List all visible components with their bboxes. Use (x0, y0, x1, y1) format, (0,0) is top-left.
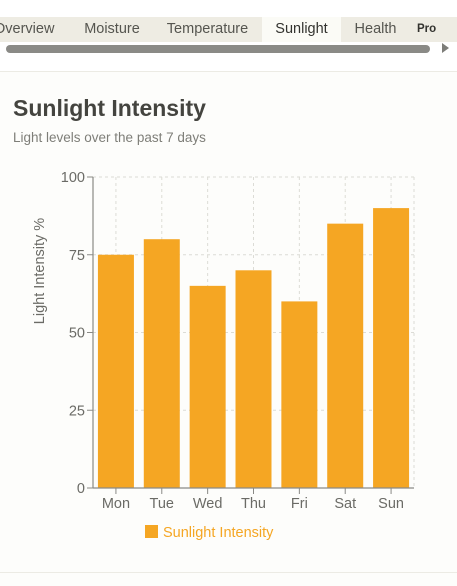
chart-subtitle: Light levels over the past 7 days (13, 130, 206, 145)
tab-moisture[interactable]: Moisture (84, 21, 140, 37)
x-tick-label: Sat (334, 496, 356, 512)
y-tick-label: 100 (61, 170, 85, 186)
tab-temperature[interactable]: Temperature (166, 21, 249, 37)
y-tick-label: 75 (69, 248, 85, 264)
x-tick-label: Mon (102, 496, 130, 512)
tab-overview[interactable]: Overview (0, 21, 55, 37)
bar-thu (235, 270, 272, 488)
card-bottom-border (0, 572, 457, 573)
y-tick-label: 50 (69, 326, 85, 342)
chart-bars (97, 208, 410, 488)
legend-swatch (145, 525, 158, 538)
chart-labels: 0 25 50 75 100 Mon Tue Wed Thu Fri Sat Sun (61, 170, 404, 512)
legend-label: Sunlight Intensity (163, 525, 274, 541)
bar-sun (373, 208, 410, 488)
scroll-right-arrow-icon[interactable] (442, 43, 449, 53)
y-axis-label: Light Intensity % (32, 218, 48, 324)
y-tick-label: 0 (77, 481, 85, 497)
bar-fri (281, 301, 318, 488)
tab-bar: Overview Moisture Temperature Sunlight H… (0, 0, 457, 72)
x-tick-label: Fri (291, 496, 308, 512)
tab-scrollbar[interactable] (4, 43, 430, 53)
bar-mon (97, 254, 134, 488)
bar-tue (143, 239, 180, 488)
chart-title: Sunlight Intensity (13, 95, 206, 121)
x-tick-label: Tue (150, 496, 174, 512)
x-tick-label: Wed (193, 496, 223, 512)
bar-sat (327, 223, 364, 488)
tab-health[interactable]: Health (354, 21, 397, 37)
chart-legend[interactable]: Sunlight Intensity (145, 525, 274, 541)
tab-sunlight[interactable]: Sunlight (262, 17, 341, 42)
x-tick-label: Thu (241, 496, 266, 512)
x-tick-label: Sun (378, 496, 404, 512)
tab-list: Overview Moisture Temperature Sunlight H… (0, 17, 457, 42)
chart-axes (87, 176, 414, 494)
tab-pro[interactable]: Pro (417, 23, 437, 35)
bar-wed (189, 285, 226, 488)
scrollbar-thumb[interactable] (6, 45, 430, 53)
y-tick-label: 25 (69, 403, 85, 419)
